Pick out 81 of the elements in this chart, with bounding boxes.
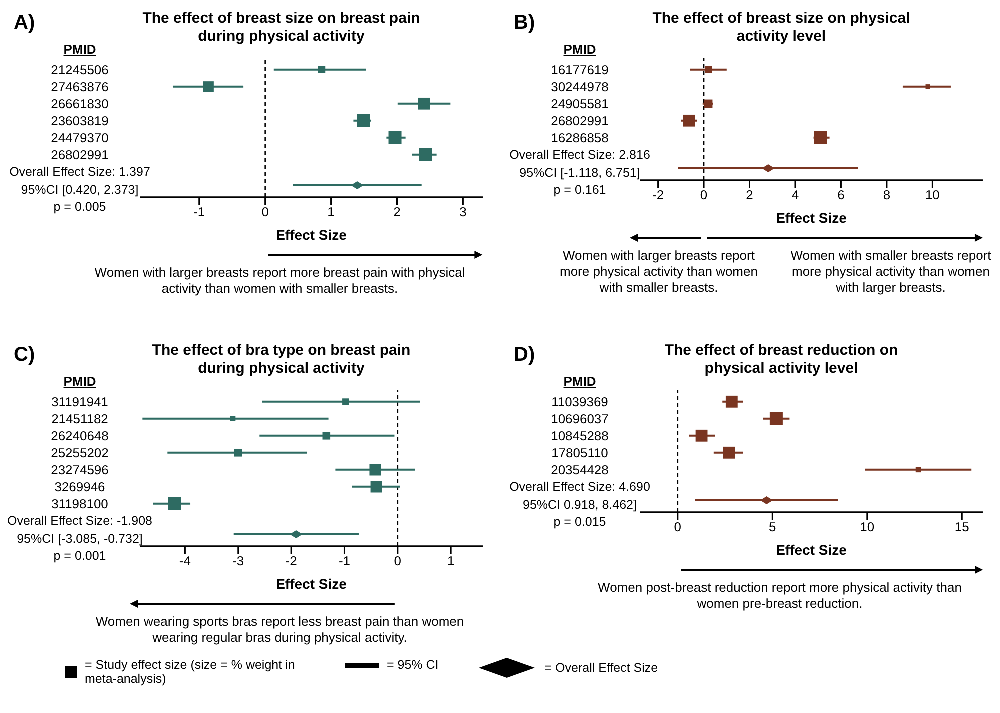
x-tick-label: -1 xyxy=(338,554,351,569)
chart-title: The effect of breast size on breast pain during physical activity xyxy=(142,10,422,46)
y-tick-label: 27463876 xyxy=(51,79,109,94)
y-tick-label: 10696037 xyxy=(551,411,609,426)
annotation: Overall Effect Size: -1.908 xyxy=(6,514,154,528)
x-axis-title: Effect Size xyxy=(275,576,348,592)
y-tick-label: 16286858 xyxy=(551,130,609,146)
x-tick-label: 2 xyxy=(394,204,401,220)
y-tick-label: 17805110 xyxy=(552,445,608,460)
chart-title: The effect of breast size on physical activity level xyxy=(652,10,912,46)
y-axis-title: PMID xyxy=(562,374,598,390)
x-tick-label: 4 xyxy=(792,188,800,203)
y-tick-label: 23603819 xyxy=(51,113,109,128)
x-axis-title: Effect Size xyxy=(275,227,348,244)
x-tick-label: 10 xyxy=(925,188,940,203)
annotation: 95%CI [-3.085, -0.732] xyxy=(16,532,144,546)
text: Women with smaller breasts report more physical activity than women with larger breasts. xyxy=(790,248,992,296)
y-axis-title: PMID xyxy=(62,42,98,58)
text: C) xyxy=(14,344,36,367)
chart-title: The effect of breast reduction on physical activity level xyxy=(664,342,900,378)
y-tick-label: 24905581 xyxy=(551,96,609,112)
x-tick-label: -2 xyxy=(286,554,298,569)
text: = Study effect size (size = % weight in meta-analysis) xyxy=(85,658,296,686)
text: Women post-breast reduction report more physical activity than women pre-breast reduction. xyxy=(597,580,963,612)
x-tick-label: 2 xyxy=(746,188,754,203)
x-tick-label: 0 xyxy=(674,520,682,535)
text: = 95% CI xyxy=(387,658,439,672)
x-tick-label: 6 xyxy=(838,188,845,203)
x-tick-label: 1 xyxy=(447,554,455,569)
y-axis-title: PMID xyxy=(562,42,598,58)
text: Women with larger breasts report more breast pain with physical activity than women with smaller breasts. xyxy=(94,265,466,298)
y-tick-label: 26661830 xyxy=(51,96,109,112)
x-tick-label: 5 xyxy=(769,520,776,535)
y-tick-label: 26240648 xyxy=(51,428,109,444)
y-tick-label: 26802991 xyxy=(551,113,609,128)
y-tick-label: 31198100 xyxy=(52,496,108,512)
x-tick-label: -4 xyxy=(179,554,191,569)
y-tick-label: 23274596 xyxy=(51,462,109,478)
x-tick-label: 0 xyxy=(700,188,708,203)
x-tick-label: -1 xyxy=(194,204,206,220)
text: A) xyxy=(14,12,36,35)
x-tick-label: 8 xyxy=(883,188,891,203)
x-tick-label: 0 xyxy=(262,204,269,220)
text: 95%CI 0.918, 8.462] xyxy=(522,498,638,512)
x-axis-title: Effect Size xyxy=(775,542,848,558)
text: D) xyxy=(514,344,536,367)
y-tick-label: 24479370 xyxy=(51,130,109,146)
chart-title: The effect of bra type on breast pain during physical activity xyxy=(151,342,412,378)
y-tick-label: 31191941 xyxy=(52,394,108,410)
y-tick-label: 30244978 xyxy=(551,79,609,94)
y-tick-label: 26802991 xyxy=(51,147,109,162)
text: p = 0.015 xyxy=(554,515,606,530)
x-tick-label: -3 xyxy=(232,554,244,569)
x-tick-label: 3 xyxy=(460,204,467,220)
text: p = 0.001 xyxy=(52,549,108,564)
text: p = 0.161 xyxy=(554,183,606,198)
x-axis-title: Effect Size xyxy=(775,210,848,226)
y-tick-label: 21245506 xyxy=(51,62,109,78)
y-tick-label: 10845288 xyxy=(551,428,609,444)
x-tick-label: 0 xyxy=(394,554,402,569)
y-tick-label: 20354428 xyxy=(551,462,609,478)
text: Women wearing sports bras report less breast pain than women wearing regular bras during physical activity. xyxy=(94,614,466,646)
x-tick-label: 15 xyxy=(954,520,970,535)
annotation: 95%CI [-1.118, 6.751] xyxy=(518,166,642,180)
y-tick-label: 21451182 xyxy=(52,411,108,426)
text: B) xyxy=(514,12,536,35)
y-axis-title: PMID xyxy=(62,374,98,390)
y-tick-label: 25255202 xyxy=(51,445,109,460)
annotation: Overall Effect Size: 4.690 xyxy=(508,480,652,494)
x-tick-label: 1 xyxy=(328,204,335,220)
y-tick-label: 11039369 xyxy=(552,394,608,410)
y-tick-label: 16177619 xyxy=(551,62,609,78)
text: = Overall Effect Size xyxy=(544,661,658,675)
annotation: Overall Effect Size: 1.397 xyxy=(8,164,152,179)
x-tick-label: 10 xyxy=(860,520,875,535)
text: p = 0.005 xyxy=(52,200,108,214)
text: 95%CI [0.420, 2.373] xyxy=(20,182,140,197)
x-tick-label: -2 xyxy=(652,188,664,203)
text: Women with larger breasts report more physical activity than women with smaller breasts. xyxy=(559,248,759,296)
annotation: Overall Effect Size: 2.816 xyxy=(508,148,652,162)
y-tick-label: 3269946 xyxy=(54,479,106,494)
